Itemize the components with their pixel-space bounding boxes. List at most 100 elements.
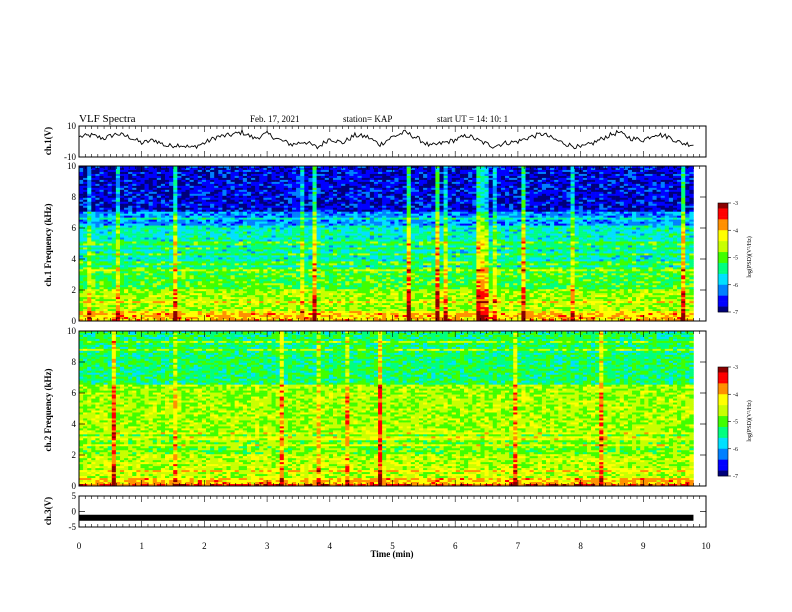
ch1-spectrogram-cell	[148, 221, 154, 224]
ch1-spectrogram-cell	[361, 207, 367, 211]
ch1-spectrogram-cell	[451, 166, 457, 169]
ch1-spectrogram-cell	[115, 197, 121, 201]
ch1-spectrogram-cell	[259, 173, 264, 177]
ch1-spectrogram-cell	[636, 181, 641, 185]
ch1-spectrogram-cell	[242, 169, 248, 173]
ch1-spectrogram-cell	[545, 189, 551, 193]
ch1-spectrogram-cell	[255, 223, 260, 226]
ch1-spectrogram-cell	[181, 187, 186, 191]
ch1-spectrogram-cell	[623, 167, 629, 171]
ch1-spectrogram-cell	[439, 221, 444, 224]
ch1-spectrogram-cell	[541, 166, 547, 169]
ch1-spectrogram-cell	[369, 203, 375, 207]
ch1-spectrogram-cell	[492, 221, 498, 224]
ch1-spectrogram-cell	[472, 195, 477, 199]
ch1-spectrogram-cell	[328, 225, 334, 228]
ch1-spectrogram-cell	[427, 215, 432, 218]
ch1-spectrogram-cell	[259, 185, 264, 189]
ch1-spectrogram-cell	[369, 207, 375, 211]
ch1-spectrogram-cell	[259, 215, 264, 218]
ch1-spectrogram-cell	[550, 167, 555, 171]
ch1-spectrogram-cell	[79, 219, 84, 222]
ch1-spectrogram-cell	[357, 199, 362, 203]
ch1-spectrogram-cell	[173, 193, 178, 197]
ch1-spectrogram-cell	[623, 171, 629, 175]
ch1-spectrogram-cell	[521, 203, 526, 207]
ch1-spectrogram-cell	[390, 171, 395, 175]
ch1-spectrogram-cell	[111, 191, 117, 195]
ch1-spectrogram-cell	[369, 183, 375, 187]
ch1-spectrogram-cell	[210, 211, 215, 214]
ch1-spectrogram-cell	[451, 169, 457, 173]
ch1-spectrogram-cell	[550, 209, 555, 213]
ch1-spectrogram-cell	[349, 167, 354, 171]
ch1-spectrogram-cell	[218, 179, 223, 183]
ch1-spectrogram-cell	[283, 201, 289, 205]
ch1-spectrogram-cell	[361, 219, 367, 222]
ch1-spectrogram-cell	[435, 225, 440, 228]
ch1-spectrogram-cell	[201, 207, 207, 211]
ch1-spectrogram-cell	[271, 213, 276, 216]
ch1-spectrogram-cell	[533, 223, 539, 226]
ch1-spectrogram-cell	[554, 179, 559, 183]
ch1-spectrogram-cell	[464, 167, 469, 171]
ch1-spectrogram-cell	[378, 201, 383, 205]
ch1-spectrogram-cell	[99, 171, 104, 175]
ch1-spectrogram-cell	[320, 223, 326, 226]
ch1-spectrogram-cell	[107, 197, 113, 201]
ch1-spectrogram-cell	[427, 209, 432, 213]
ch1-spectrogram-cell	[509, 175, 514, 179]
ch1-spectrogram-cell	[324, 189, 330, 193]
ch1-spectrogram-cell	[160, 191, 166, 195]
ch1-spectrogram-cell	[128, 223, 133, 226]
ch1-spectrogram-cell	[464, 203, 469, 207]
ch1-spectrogram-cell	[468, 227, 473, 230]
ch1-spectrogram-cell	[406, 211, 412, 214]
ch1-spectrogram-cell	[312, 217, 317, 220]
ch1-spectrogram-cell	[136, 173, 141, 177]
ch1-spectrogram-cell	[316, 205, 321, 209]
ch1-spectrogram-cell	[267, 209, 272, 213]
ch1-spectrogram-cell	[160, 183, 166, 187]
ch1-spectrogram-cell	[365, 171, 371, 175]
ch1-spectrogram-cell	[353, 195, 358, 199]
ch1-spectrogram-cell	[132, 203, 137, 207]
ch1-spectrogram-cell	[414, 185, 420, 189]
ch1-spectrogram-cell	[246, 187, 252, 191]
ch1-spectrogram-cell	[468, 211, 473, 214]
ch1-spectrogram-cell	[496, 219, 502, 222]
ch1-spectrogram-cell	[414, 207, 420, 211]
ch1-spectrogram-cell	[255, 217, 260, 220]
ch1-spectrogram-cell	[230, 213, 235, 216]
ch1-spectrogram-cell	[480, 183, 485, 187]
ch1-spectrogram-cell	[591, 201, 596, 205]
ch1-spectrogram-cell	[95, 223, 100, 226]
ch1-spectrogram-cell	[476, 205, 481, 209]
ch1-spectrogram-cell	[300, 187, 305, 191]
ch1-spectrogram-cell	[140, 185, 145, 189]
ch1-spectrogram-cell	[627, 201, 633, 205]
ch1-spectrogram-cell	[373, 166, 379, 169]
ch1-spectrogram-cell	[570, 167, 575, 171]
ch1-spectrogram-cell	[611, 193, 616, 197]
ch1-spectrogram-cell	[578, 185, 584, 189]
ch1-spectrogram-cell	[656, 201, 661, 205]
ch1-spectrogram-cell	[595, 171, 600, 175]
ch1-spectrogram-cell	[238, 201, 244, 205]
ch1-spectrogram-cell	[320, 195, 326, 199]
ch1-spectrogram-cell	[464, 223, 469, 226]
ch1-spectrogram-cell	[373, 223, 379, 226]
ch1-spectrogram-cell	[214, 181, 219, 185]
ch1-spectrogram-cell	[320, 183, 326, 187]
ch1-spectrogram-cell	[292, 203, 297, 207]
ch1-spectrogram-cell	[152, 175, 158, 179]
ch1-spectrogram-cell	[144, 205, 149, 209]
ch1-spectrogram-cell	[402, 213, 408, 216]
ch1-spectrogram-cell	[173, 211, 178, 214]
ch1-spectrogram-cell	[234, 169, 240, 173]
ch1-spectrogram-cell	[394, 205, 399, 209]
ch1-spectrogram-cell	[193, 189, 199, 193]
ch1-spectrogram-cell	[574, 187, 580, 191]
ch1-spectrogram-cell	[509, 177, 514, 181]
ch1-spectrogram-cell	[148, 199, 154, 203]
